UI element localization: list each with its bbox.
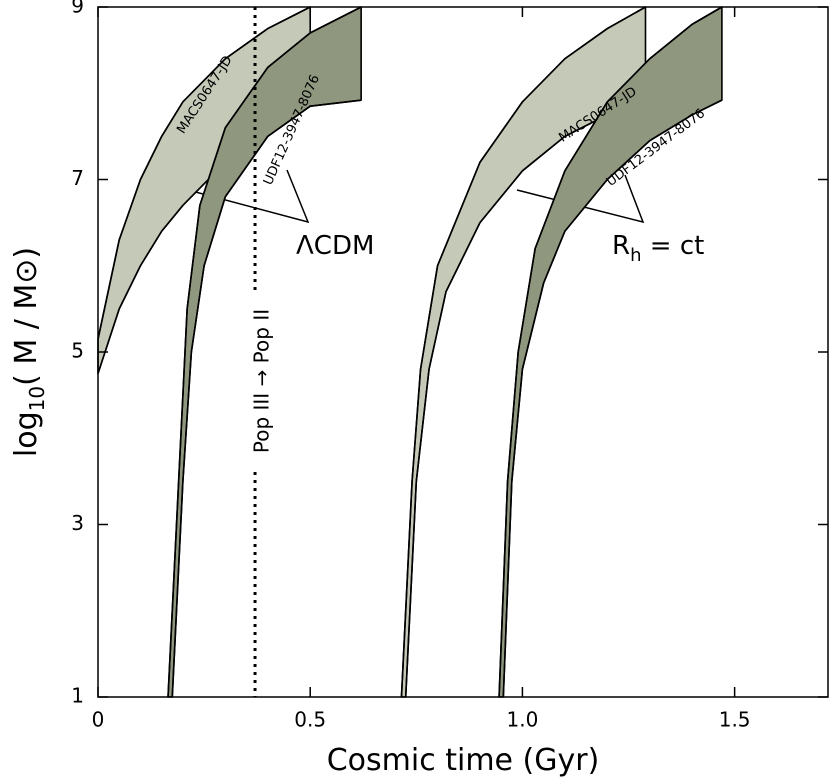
y-tick-label: 3 — [71, 511, 84, 535]
lcdm-label: ΛCDM — [296, 231, 374, 261]
y-label-sub: 10 — [25, 386, 49, 411]
x-axis-label: Cosmic time (Gyr) — [327, 743, 600, 778]
rh-label: Rh = ct — [612, 231, 704, 266]
x-tick-label: 0 — [92, 708, 105, 732]
y-tick-label: 9 — [71, 0, 84, 18]
x-tick-label: 1.0 — [507, 708, 539, 732]
y-label-base: log — [9, 411, 44, 457]
band-upper-edge — [97, 6, 311, 340]
x-tick-label: 1.5 — [719, 708, 751, 732]
band-upper-edge — [167, 6, 362, 698]
rh-rest: = ct — [642, 231, 705, 261]
transition-label: Pop III → Pop II — [250, 309, 274, 453]
band-lower-edge — [404, 99, 646, 698]
y-tick-label: 5 — [71, 339, 84, 363]
bands — [97, 6, 723, 698]
y-label-rest: ( M / M⊙) — [9, 247, 44, 386]
band-lower-edge — [502, 99, 723, 698]
y-tick-label: 1 — [71, 684, 84, 708]
band-lower-edge — [171, 99, 362, 698]
x-tick-label: 0.5 — [294, 708, 326, 732]
band-upper-edge — [498, 6, 723, 698]
band-upper-edge — [400, 6, 646, 698]
rh-base: R — [612, 231, 630, 261]
y-tick-label: 7 — [71, 166, 84, 190]
y-axis-label: log10( M / M⊙) — [9, 247, 49, 457]
rh-sub: h — [630, 245, 641, 266]
lcdm-leader — [187, 169, 310, 224]
